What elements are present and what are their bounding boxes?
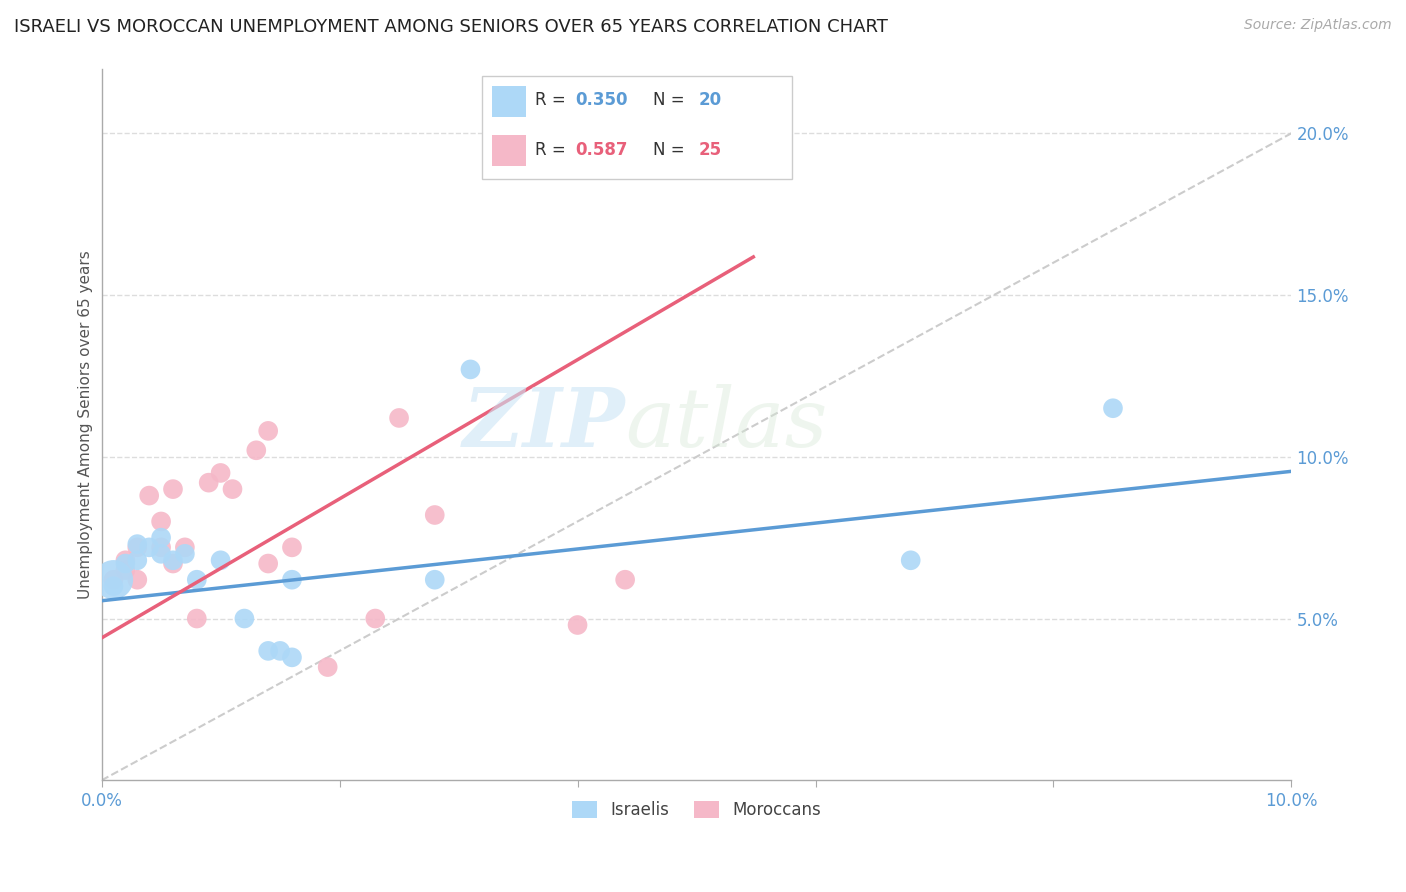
Point <box>257 424 280 438</box>
Point <box>388 411 411 425</box>
Point <box>103 573 125 587</box>
Point <box>364 611 387 625</box>
Point <box>162 557 184 571</box>
Point <box>423 573 446 587</box>
Point <box>221 482 243 496</box>
Point <box>127 537 149 551</box>
Point <box>245 443 267 458</box>
Point <box>269 644 291 658</box>
Point <box>114 563 136 577</box>
Point <box>150 515 173 529</box>
Point <box>127 553 149 567</box>
Point <box>900 553 922 567</box>
Point <box>138 541 160 555</box>
Point <box>257 644 280 658</box>
Point <box>127 573 149 587</box>
Point <box>567 618 589 632</box>
Point <box>103 573 125 587</box>
Point <box>423 508 446 522</box>
Point <box>114 553 136 567</box>
Point <box>614 573 637 587</box>
Point <box>150 531 173 545</box>
Point <box>174 547 197 561</box>
Point <box>316 660 339 674</box>
Point <box>209 553 232 567</box>
Point <box>197 475 219 490</box>
Y-axis label: Unemployment Among Seniors over 65 years: Unemployment Among Seniors over 65 years <box>79 250 93 599</box>
Point <box>281 541 304 555</box>
Point <box>186 573 208 587</box>
Text: atlas: atlas <box>626 384 828 465</box>
Point <box>162 553 184 567</box>
Text: ZIP: ZIP <box>463 384 626 465</box>
Point <box>209 466 232 480</box>
Point <box>174 541 197 555</box>
Point <box>1102 401 1125 416</box>
Text: Source: ZipAtlas.com: Source: ZipAtlas.com <box>1244 18 1392 32</box>
Legend: Israelis, Moroccans: Israelis, Moroccans <box>565 794 828 825</box>
Point <box>281 573 304 587</box>
Point <box>103 579 125 593</box>
Point <box>162 482 184 496</box>
Point <box>114 557 136 571</box>
Point <box>150 541 173 555</box>
Point <box>138 489 160 503</box>
Point <box>186 611 208 625</box>
Point <box>233 611 256 625</box>
Point <box>127 541 149 555</box>
Point <box>150 547 173 561</box>
Point <box>257 557 280 571</box>
Point <box>460 362 482 376</box>
Point <box>281 650 304 665</box>
Text: ISRAELI VS MOROCCAN UNEMPLOYMENT AMONG SENIORS OVER 65 YEARS CORRELATION CHART: ISRAELI VS MOROCCAN UNEMPLOYMENT AMONG S… <box>14 18 889 36</box>
